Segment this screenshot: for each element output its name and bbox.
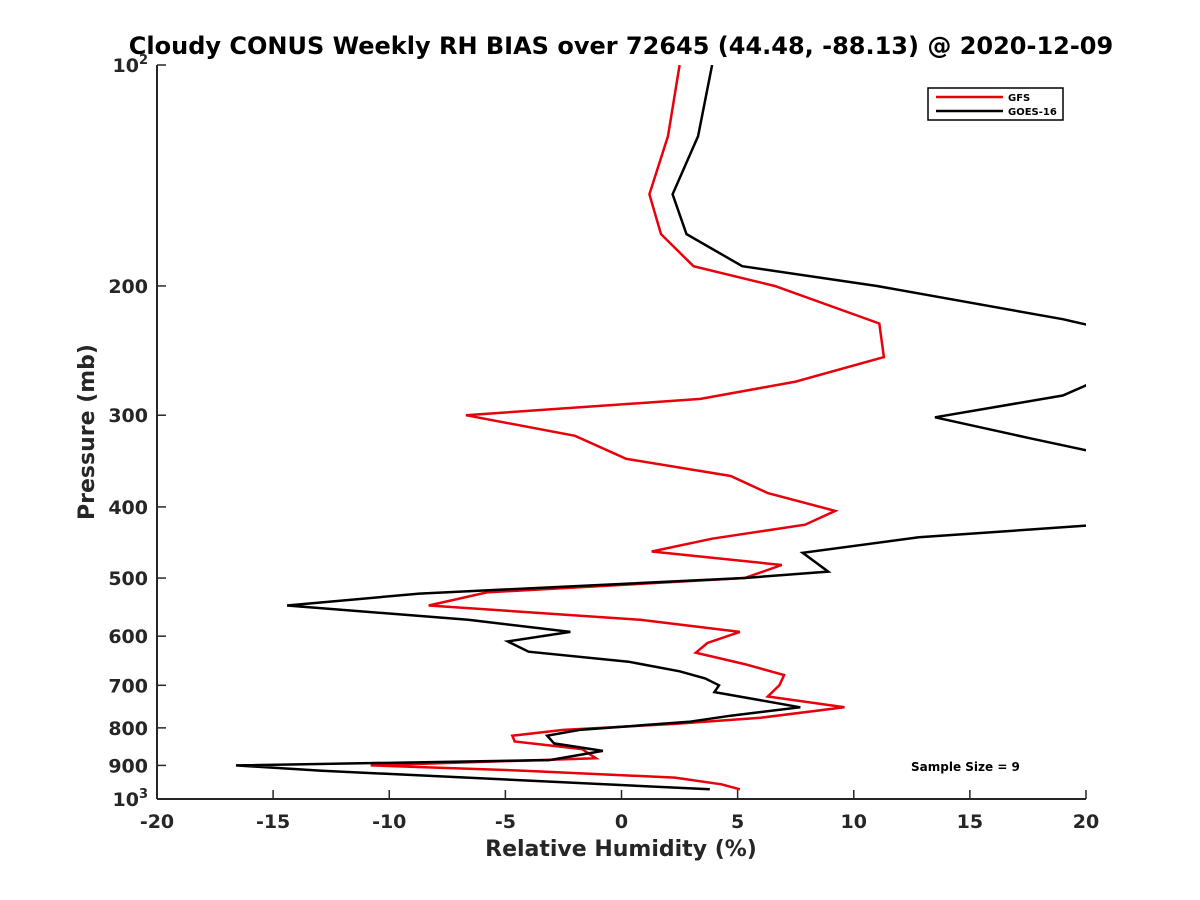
x-tick-label: -5 bbox=[495, 811, 516, 833]
chart-title: Cloudy CONUS Weekly RH BIAS over 72645 (… bbox=[129, 32, 1113, 60]
y-tick-label: 900 bbox=[108, 755, 148, 777]
y-tick-label: 103 bbox=[113, 787, 149, 811]
plot-area: -20 -15 -10 -5 0 5 10 15 20 102 200 300 400 500 600 70… bbox=[108, 53, 1099, 833]
y-tick-label: 600 bbox=[108, 626, 148, 648]
y-tick-label: 102 bbox=[113, 53, 149, 77]
y-ticks: 102 200 300 400 500 600 700 800 900 103 bbox=[108, 53, 166, 811]
series-line-goes16 bbox=[235, 65, 1086, 791]
x-tick-label: 20 bbox=[1073, 811, 1099, 833]
x-tick-label: 0 bbox=[615, 811, 628, 833]
y-tick-label: 200 bbox=[108, 276, 148, 298]
y-tick-label: 800 bbox=[108, 718, 148, 740]
x-tick-label: 5 bbox=[731, 811, 744, 833]
series-layer bbox=[235, 65, 1086, 791]
y-tick-label: 700 bbox=[108, 675, 148, 697]
x-axis-label: Relative Humidity (%) bbox=[485, 837, 757, 862]
x-tick-label: -15 bbox=[256, 811, 290, 833]
x-tick-label: -20 bbox=[140, 811, 174, 833]
y-tick-label: 400 bbox=[108, 497, 148, 519]
legend-box bbox=[927, 87, 1064, 121]
x-tick-label: 10 bbox=[841, 811, 867, 833]
legend-label-goes16: GOES-16 bbox=[1008, 107, 1057, 118]
x-tick-label: -10 bbox=[372, 811, 406, 833]
y-tick-label: 500 bbox=[108, 568, 148, 590]
series-line-gfs bbox=[370, 65, 886, 791]
x-ticks: -20 -15 -10 -5 0 5 10 15 20 bbox=[140, 790, 1099, 833]
x-tick-label: 15 bbox=[957, 811, 983, 833]
y-axis-label: Pressure (mb) bbox=[75, 344, 100, 520]
sample-size-annotation: Sample Size = 9 bbox=[911, 760, 1020, 774]
y-tick-label: 300 bbox=[108, 405, 148, 427]
legend-label-gfs: GFS bbox=[1008, 93, 1030, 104]
plot-frame bbox=[157, 65, 1086, 799]
legend: GFS GOES-16 bbox=[927, 87, 1064, 121]
